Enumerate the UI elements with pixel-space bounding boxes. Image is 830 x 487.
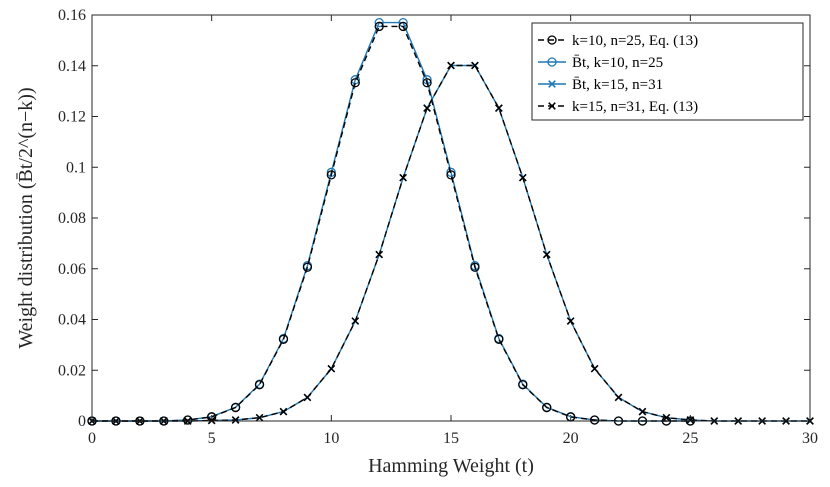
data-point [374, 17, 384, 28]
data-point [686, 416, 695, 424]
data-point [422, 78, 432, 88]
data-point [518, 380, 528, 390]
data-point [542, 250, 551, 259]
y-tick-label: 0.02 [58, 362, 86, 379]
axis-ticks: 0 5 10 15 20 25 30 0 0.02 0.04 0.06 0.08 0.1 0.12 0.14… [58, 7, 818, 447]
legend-label: k=15, n=31, Eq. (13) [572, 99, 698, 115]
x-tick-label: 5 [208, 430, 216, 447]
x-tick-label: 25 [682, 430, 698, 447]
x-axis-label: Hamming Weight (t) [368, 455, 534, 477]
y-tick-label: 0 [78, 413, 86, 430]
data-point [542, 402, 552, 413]
x-tick-label: 0 [88, 430, 96, 447]
data-point [518, 173, 527, 182]
data-point [614, 393, 623, 402]
y-axis-label: Weight distribution (B̄t/2^(n−k)) [15, 87, 37, 348]
y-tick-label: 0.12 [58, 109, 86, 126]
data-point [231, 416, 240, 424]
x-tick-label: 30 [802, 430, 818, 447]
data-point [447, 61, 455, 70]
data-point [254, 380, 265, 390]
x-tick-label: 10 [323, 430, 339, 447]
data-point [351, 317, 360, 325]
y-tick-label: 0.14 [58, 58, 86, 75]
data-point [255, 413, 264, 422]
data-point [207, 416, 216, 425]
data-point [303, 393, 312, 402]
data-point [230, 402, 241, 413]
legend-marker [547, 57, 557, 67]
data-point [590, 364, 599, 373]
data-point [423, 104, 431, 112]
data-point [446, 170, 456, 180]
legend-label: B̄t, k=15, n=31 [572, 77, 663, 93]
data-point [494, 334, 504, 344]
legend-marker [547, 35, 557, 45]
y-tick-label: 0.04 [58, 312, 86, 329]
data-point [495, 104, 503, 112]
data-point [566, 317, 575, 325]
legend-marker [548, 80, 556, 88]
x-tick-label: 15 [443, 430, 459, 447]
legend: k=10, n=25, Eq. (13) B̄t, k=10, n=25 B̄t, … [531, 22, 804, 121]
legend-marker [548, 102, 556, 110]
y-tick-label: 0.16 [58, 7, 86, 24]
y-tick-label: 0.06 [58, 261, 86, 278]
legend-item-0: k=10, n=25, Eq. (13) [538, 33, 698, 49]
data-point [446, 167, 456, 177]
legend-label: k=10, n=25, Eq. (13) [572, 33, 698, 49]
data-point [589, 415, 600, 425]
data-point [374, 21, 384, 32]
data-point [375, 250, 384, 259]
data-point [326, 170, 336, 180]
data-point [350, 78, 360, 88]
data-point [278, 334, 289, 344]
y-tick-label: 0.08 [58, 210, 86, 227]
legend-box [531, 22, 804, 121]
plot-frame [91, 14, 811, 422]
data-point [327, 364, 336, 373]
data-point [471, 61, 479, 70]
data-point [398, 21, 408, 32]
data-point [399, 173, 407, 182]
data-point [183, 415, 193, 425]
y-tick-label: 0.1 [66, 159, 86, 176]
data-point [302, 262, 313, 272]
legend-item-1: B̄t, k=10, n=25 [538, 55, 663, 71]
series-layer [87, 17, 814, 426]
legend-item-3: k=15, n=31, Eq. (13) [538, 99, 698, 115]
data-point [279, 407, 288, 416]
data-point [662, 413, 671, 422]
data-point [470, 262, 480, 272]
legend-item-2: B̄t, k=15, n=31 [538, 77, 663, 93]
data-point [326, 167, 336, 177]
legend-items: k=10, n=25, Eq. (13) B̄t, k=10, n=25 B̄t, … [538, 33, 698, 115]
legend-label: B̄t, k=10, n=25 [572, 55, 663, 71]
x-tick-label: 20 [563, 430, 579, 447]
data-point [638, 407, 647, 416]
